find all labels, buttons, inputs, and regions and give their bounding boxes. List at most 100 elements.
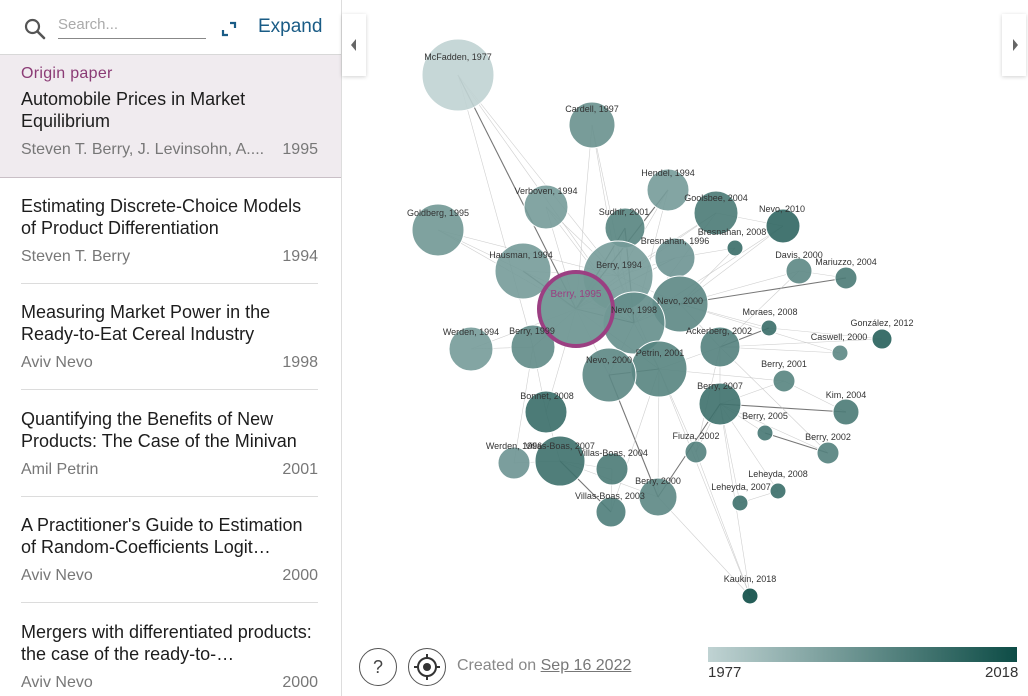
paper-list-sidebar: Expand Origin paper Automobile Prices in… <box>0 0 342 696</box>
paper-node[interactable] <box>834 266 858 290</box>
origin-paper-card[interactable]: Origin paper Automobile Prices in Market… <box>0 55 341 178</box>
paper-node-label: Bonnet, 2008 <box>520 391 574 401</box>
paper-node[interactable] <box>684 440 708 464</box>
graph-nodes <box>411 38 893 605</box>
paper-year: 1994 <box>282 248 318 265</box>
citation-edge <box>457 74 577 310</box>
paper-node[interactable] <box>421 38 495 112</box>
paper-node[interactable] <box>411 203 465 257</box>
paper-node[interactable] <box>595 452 629 486</box>
paper-node[interactable] <box>832 398 860 426</box>
paper-node[interactable] <box>638 477 678 517</box>
paper-node-label: Moraes, 2008 <box>742 307 797 317</box>
open-panel-button[interactable] <box>1002 14 1026 76</box>
paper-node[interactable] <box>510 324 556 370</box>
list-item[interactable]: Mergers with differentiated products: th… <box>0 604 341 696</box>
expand-icon[interactable] <box>220 20 238 43</box>
citation-edge <box>695 451 751 597</box>
paper-node-label: Berry, 2000 <box>635 476 681 486</box>
paper-node[interactable] <box>698 382 742 426</box>
paper-node-label: Bresnahan, 2008 <box>698 227 767 237</box>
citation-graph-panel: McFadden, 1977 Cardell, 1997 Hendel, 1994 V… <box>342 0 1028 696</box>
citation-edge <box>657 496 751 597</box>
list-item[interactable]: Estimating Discrete-Choice Models of Pro… <box>0 178 341 284</box>
paper-node[interactable] <box>581 347 637 403</box>
recenter-button[interactable] <box>408 648 446 686</box>
search-toolbar: Expand <box>0 0 341 55</box>
created-date-link[interactable]: Sep 16 2022 <box>540 657 632 674</box>
search-input[interactable] <box>58 10 206 39</box>
paper-node-label: Berry, 2007 <box>697 381 743 391</box>
paper-node[interactable] <box>693 190 739 236</box>
paper-node[interactable] <box>785 257 813 285</box>
paper-node-label: Leheyda, 2007 <box>711 482 771 492</box>
citation-edge <box>768 327 883 340</box>
citation-edge <box>457 74 534 348</box>
chevron-right-icon <box>1013 39 1018 51</box>
paper-node[interactable] <box>497 446 531 480</box>
paper-node-label: Hendel, 1994 <box>641 168 695 178</box>
paper-node[interactable] <box>646 168 690 212</box>
paper-title: Mergers with differentiated products: th… <box>21 622 312 664</box>
paper-node[interactable] <box>699 326 741 368</box>
paper-node-label: Mariuzzo, 2004 <box>815 257 877 267</box>
list-item[interactable]: A Practitioner's Guide to Estimation of … <box>0 497 341 603</box>
paper-node[interactable] <box>524 390 568 434</box>
paper-node-label: Villas-Boas, 2007 <box>525 441 595 451</box>
crosshair-icon <box>414 654 440 680</box>
paper-title: A Practitioner's Guide to Estimation of … <box>21 515 303 557</box>
paper-node[interactable] <box>494 242 552 300</box>
created-prefix: Created on <box>457 657 537 674</box>
expand-button[interactable]: Expand <box>258 16 323 37</box>
paper-title: Measuring Market Power in the Ready-to-E… <box>21 302 271 344</box>
paper-authors: Amil Petrin <box>21 461 99 478</box>
paper-node[interactable] <box>756 424 774 442</box>
legend-max-year: 2018 <box>985 664 1019 681</box>
paper-node[interactable] <box>765 208 801 244</box>
citation-edge <box>658 368 751 597</box>
paper-node[interactable] <box>816 441 840 465</box>
paper-node[interactable] <box>741 587 759 605</box>
divider <box>21 389 318 390</box>
paper-year: 2000 <box>282 674 318 691</box>
paper-node-label: Hausman, 1994 <box>489 250 553 260</box>
paper-node-label: Nevo, 2000 <box>586 355 632 365</box>
paper-node[interactable] <box>871 328 893 350</box>
paper-node-label: Petrin, 2001 <box>636 348 685 358</box>
list-item[interactable]: Quantifying the Benefits of New Products… <box>0 391 341 497</box>
paper-node[interactable] <box>772 369 796 393</box>
paper-node[interactable] <box>731 494 749 512</box>
paper-node-label: Kim, 2004 <box>826 390 867 400</box>
paper-year: 2000 <box>282 567 318 584</box>
paper-node-label: Berry, 2001 <box>761 359 807 369</box>
paper-node[interactable] <box>534 435 586 487</box>
citation-graph[interactable]: McFadden, 1977 Cardell, 1997 Hendel, 1994 V… <box>342 0 1028 696</box>
paper-node-label: Berry, 2002 <box>805 432 851 442</box>
paper-node-label: Werden, 1996 <box>486 441 542 451</box>
paper-node[interactable] <box>523 184 569 230</box>
list-item[interactable]: Measuring Market Power in the Ready-to-E… <box>0 284 341 390</box>
origin-paper-tag: Origin paper <box>21 65 113 82</box>
paper-node-label: Ackerberg, 2002 <box>686 326 752 336</box>
origin-paper-node[interactable] <box>537 270 615 348</box>
paper-node[interactable] <box>769 482 787 500</box>
search-icon[interactable] <box>24 18 46 45</box>
year-color-legend <box>708 647 1017 662</box>
question-icon: ? <box>373 657 383 677</box>
paper-node-label: McFadden, 1977 <box>424 52 492 62</box>
collapse-sidebar-button[interactable] <box>342 14 366 76</box>
help-button[interactable]: ? <box>359 648 397 686</box>
paper-node[interactable] <box>448 326 494 372</box>
paper-node[interactable] <box>568 101 616 149</box>
paper-node-label: Sudhir, 2001 <box>599 207 650 217</box>
paper-node-label: Nevo, 2000 <box>657 296 703 306</box>
paper-node[interactable] <box>726 239 744 257</box>
paper-node-label: Berry, 1999 <box>509 326 555 336</box>
citation-edge <box>719 346 829 454</box>
paper-node[interactable] <box>760 319 778 337</box>
origin-paper-year: 1995 <box>282 141 318 158</box>
paper-node[interactable] <box>831 344 849 362</box>
paper-title: Estimating Discrete-Choice Models of Pro… <box>21 196 302 238</box>
paper-node[interactable] <box>595 496 627 528</box>
paper-authors: Steven T. Berry <box>21 248 131 265</box>
